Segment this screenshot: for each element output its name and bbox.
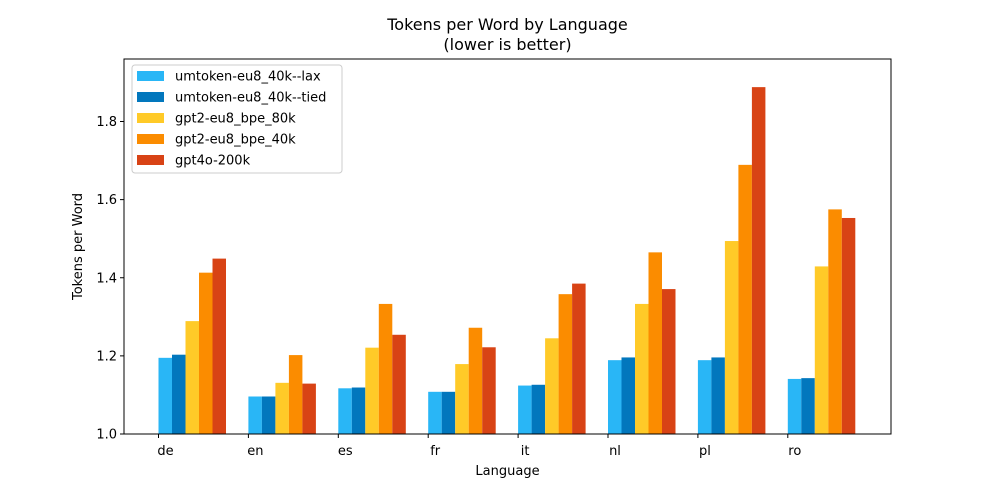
legend-label: umtoken-eu8_40k--lax — [175, 70, 321, 85]
bar-gpt4o-200k-nl — [662, 289, 676, 434]
legend-label: umtoken-eu8_40k--tied — [175, 91, 326, 106]
legend-swatch — [137, 71, 164, 81]
legend-label: gpt4o-200k — [175, 154, 251, 169]
bar-umtoken-eu8-40k-tied-de — [172, 354, 186, 434]
bar-umtoken-eu8-40k-tied-nl — [621, 357, 635, 434]
bar-umtoken-eu8-40k-tied-en — [261, 396, 276, 434]
bar-gpt2-eu8-bpe-40k-it — [558, 294, 573, 434]
x-tick-label: de — [157, 444, 173, 459]
bar-gpt2-eu8-bpe-80k-en — [275, 382, 289, 434]
bar-umtoken-eu8-40k-tied-es — [351, 387, 366, 434]
bar-gpt2-eu8-bpe-40k-en — [288, 355, 303, 434]
y-tick-label: 1.8 — [96, 115, 117, 130]
bar-gpt4o-200k-de — [212, 258, 226, 434]
bar-umtoken-eu8-40k-lax-it — [518, 385, 532, 434]
x-tick-label: nl — [609, 444, 621, 459]
bar-gpt4o-200k-pl — [751, 87, 766, 435]
bar-umtoken-eu8-40k-lax-ro — [787, 378, 802, 434]
x-tick-label: pl — [699, 444, 711, 459]
bar-gpt2-eu8-bpe-80k-pl — [724, 241, 739, 434]
x-axis-ticks: de en es fr it nl pl ro — [157, 434, 801, 459]
legend-items: umtoken-eu8_40k--lax umtoken-eu8_40k--tie… — [137, 70, 326, 169]
bar-umtoken-eu8-40k-tied-ro — [801, 378, 815, 434]
bar-gpt4o-200k-en — [302, 383, 316, 434]
y-tick-label: 1.4 — [96, 271, 117, 286]
chart-title: Tokens per Word by Language — [386, 15, 628, 34]
legend-swatch — [137, 155, 164, 165]
bar-gpt2-eu8-bpe-80k-fr — [455, 364, 469, 434]
bar-gpt2-eu8-bpe-80k-es — [365, 347, 379, 434]
bar-umtoken-eu8-40k-tied-pl — [711, 357, 725, 434]
y-tick-label: 1.2 — [96, 349, 117, 364]
bar-umtoken-eu8-40k-tied-fr — [441, 391, 456, 434]
x-tick-label: ro — [788, 444, 801, 459]
bar-gpt2-eu8-bpe-80k-ro — [814, 266, 829, 434]
bar-umtoken-eu8-40k-lax-pl — [697, 360, 712, 434]
bar-gpt4o-200k-fr — [482, 347, 496, 434]
y-tick-label: 1.0 — [96, 428, 117, 443]
bar-gpt2-eu8-bpe-40k-ro — [828, 209, 842, 434]
bar-gpt4o-200k-es — [392, 334, 406, 434]
bar-umtoken-eu8-40k-lax-nl — [608, 360, 622, 434]
x-axis-label: Language — [475, 464, 539, 479]
y-tick-label: 1.6 — [96, 193, 117, 208]
bar-gpt2-eu8-bpe-40k-es — [378, 303, 393, 434]
bar-umtoken-eu8-40k-lax-de — [158, 357, 172, 434]
x-tick-label: en — [247, 444, 263, 459]
chart-subtitle: (lower is better) — [443, 35, 571, 54]
legend-label: gpt2-eu8_bpe_80k — [175, 112, 296, 127]
bar-umtoken-eu8-40k-lax-fr — [428, 391, 442, 434]
legend-swatch — [137, 134, 164, 144]
legend-swatch — [137, 113, 164, 123]
x-tick-label: es — [338, 444, 353, 459]
bar-gpt2-eu8-bpe-80k-de — [185, 321, 199, 434]
bar-gpt2-eu8-bpe-40k-pl — [738, 164, 752, 435]
legend: umtoken-eu8_40k--lax umtoken-eu8_40k--tie… — [131, 64, 343, 174]
legend-swatch — [137, 92, 164, 102]
bar-umtoken-eu8-40k-lax-en — [248, 396, 262, 434]
bar-umtoken-eu8-40k-lax-es — [338, 388, 352, 434]
bar-gpt2-eu8-bpe-40k-nl — [648, 252, 662, 434]
bars-group — [158, 87, 856, 435]
y-axis-label: Tokens per Word — [71, 193, 86, 301]
x-tick-label: it — [521, 444, 530, 459]
x-tick-label: fr — [430, 444, 441, 459]
y-axis-ticks: 1.0 1.2 1.4 1.6 1.8 — [96, 115, 124, 443]
bar-gpt2-eu8-bpe-40k-de — [199, 272, 213, 434]
bar-gpt2-eu8-bpe-40k-fr — [468, 327, 483, 434]
bar-gpt4o-200k-ro — [841, 217, 856, 434]
legend-label: gpt2-eu8_bpe_40k — [175, 133, 296, 148]
bar-umtoken-eu8-40k-tied-it — [531, 384, 546, 434]
plot-frame — [123, 58, 892, 435]
legend-frame — [131, 64, 343, 174]
bar-gpt4o-200k-it — [572, 283, 586, 434]
bar-gpt2-eu8-bpe-80k-it — [545, 338, 559, 434]
bar-gpt2-eu8-bpe-80k-nl — [635, 303, 649, 434]
